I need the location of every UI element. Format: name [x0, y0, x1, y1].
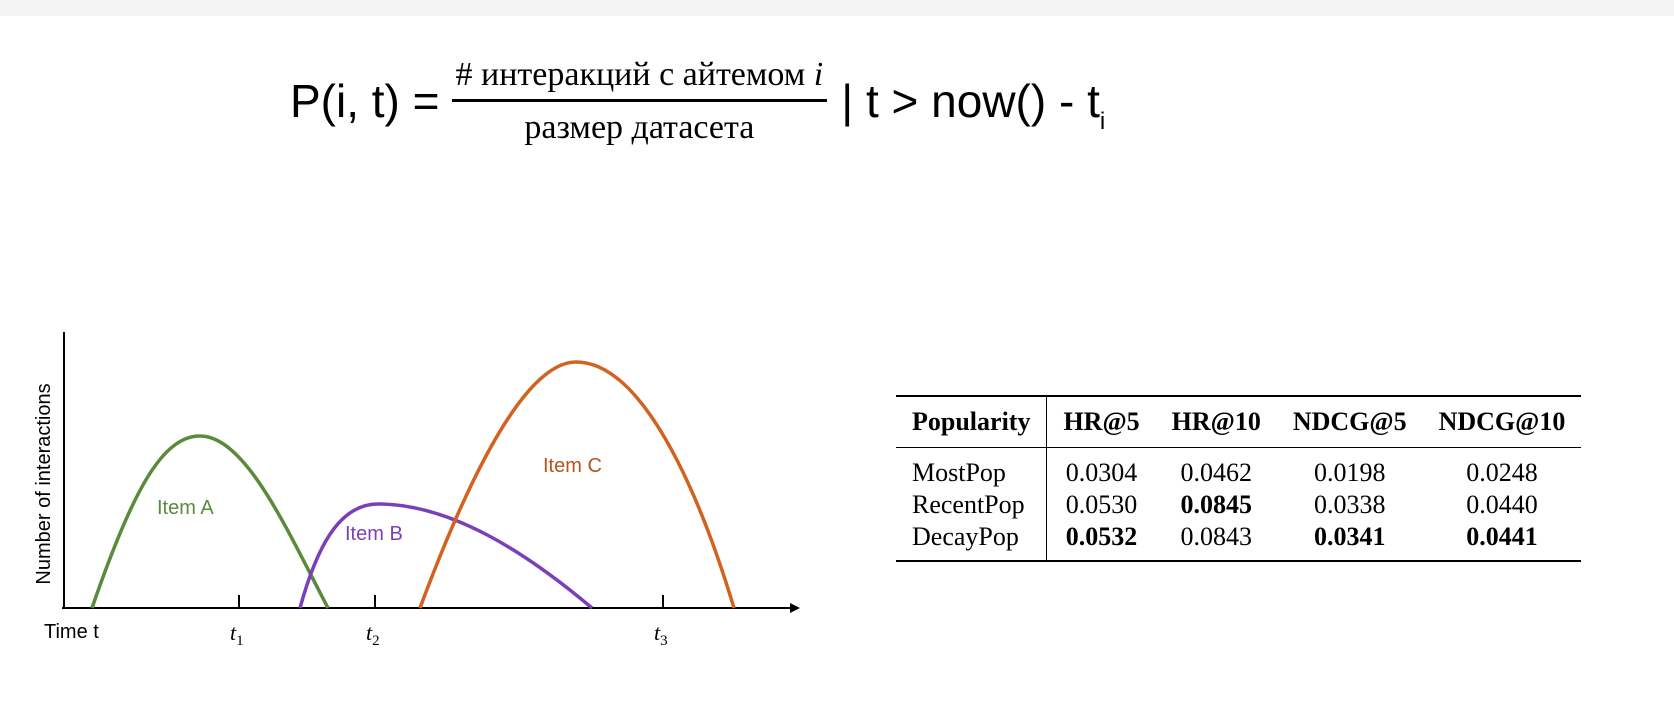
item-c-curve [418, 360, 736, 609]
table-cell: 0.0304 [1065, 458, 1138, 487]
numerator-text: # интеракций с айтемом [455, 56, 814, 94]
table-cell: 0.0532 [1065, 522, 1138, 551]
table-cell: 0.0441 [1466, 522, 1538, 551]
table-cell: 0.0845 [1180, 490, 1252, 519]
header-ndcg10: NDCG@10 [1438, 407, 1566, 436]
row-method-name: MostPop [896, 447, 1048, 489]
x-axis-label: Time t [44, 621, 99, 643]
table-cell: 0.0462 [1180, 458, 1252, 487]
table-cell: 0.0843 [1180, 522, 1252, 551]
header-popularity: Popularity [896, 396, 1048, 448]
table-cell: 0.0248 [1466, 458, 1538, 487]
popularity-results-table: Popularity HR@5 HR@10 NDCG@5 NDCG@10 Mos… [896, 395, 1582, 562]
numerator-variable: i [813, 56, 824, 94]
table-cell: 0.0338 [1313, 490, 1386, 519]
condition-subscript: i [1099, 108, 1106, 135]
formula-fraction: # интеракций с айтемом i размер датасета [451, 55, 828, 146]
formula-condition: | t > now() - ti [841, 75, 1105, 134]
item-b-label: Item B [345, 523, 403, 545]
item-a-label: Item A [157, 497, 214, 519]
table-cell: 0.0440 [1466, 490, 1538, 519]
table-cell: 0.0530 [1065, 490, 1138, 519]
header-hr5: HR@5 [1063, 407, 1140, 436]
y-axis-label: Number of interactions [33, 383, 55, 584]
popularity-results-table-wrap: Popularity HR@5 HR@10 NDCG@5 NDCG@10 Mos… [896, 395, 1582, 562]
item-a-curve [90, 434, 330, 609]
x-tick-label-t3: t3 [654, 620, 668, 649]
formula-numerator: # интеракций с айтемом i [452, 55, 828, 94]
item-b-curve [298, 502, 594, 610]
x-tick-label-t2: t2 [366, 620, 380, 649]
header-ndcg5: NDCG@5 [1292, 407, 1407, 436]
fraction-line [451, 98, 828, 102]
item-c-label: Item C [543, 455, 602, 477]
row-method-name: DecayPop [896, 521, 1048, 561]
table-row: MostPop 0.0304 0.0462 0.0198 0.0248 [896, 447, 1581, 489]
table-cell: 0.0198 [1313, 458, 1386, 487]
top-bar [0, 0, 1674, 16]
table-row: DecayPop 0.0532 0.0843 0.0341 0.0441 [896, 521, 1581, 561]
formula-lhs: P(i, t) = [290, 75, 440, 127]
table-cell: 0.0341 [1313, 522, 1386, 551]
popularity-chart: Item A Item B Item C Number of interacti… [33, 332, 800, 649]
popularity-formula: P(i, t) = # интеракций с айтемом i разме… [290, 46, 1105, 156]
condition-text: | t > now() - t [841, 75, 1100, 127]
x-tick-label-t1: t1 [230, 620, 244, 649]
x-axis-arrow [790, 603, 800, 613]
table-header-row: Popularity HR@5 HR@10 NDCG@5 NDCG@10 [896, 396, 1582, 448]
header-hr10: HR@10 [1171, 407, 1261, 436]
formula-denominator: размер датасета [524, 108, 755, 146]
table-row: RecentPop 0.0530 0.0845 0.0338 0.0440 [896, 489, 1581, 521]
row-method-name: RecentPop [896, 489, 1048, 521]
